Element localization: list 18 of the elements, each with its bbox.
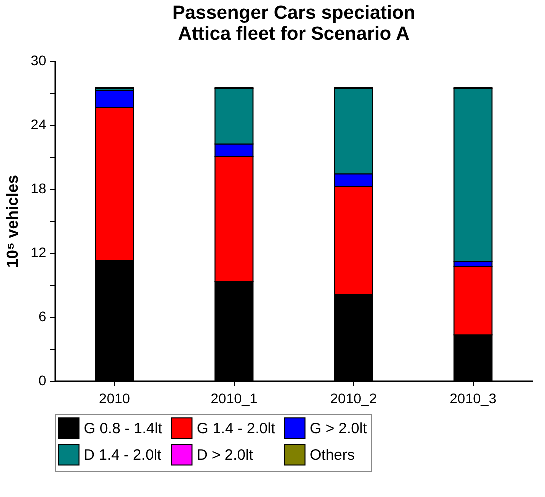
x-tick-label: 2010_1 — [210, 390, 258, 406]
x-tick-label: 2010 — [99, 390, 131, 406]
y-tick-label: 0 — [38, 372, 47, 388]
legend-label: Others — [310, 447, 356, 464]
legend-label: G > 2.0lt — [310, 420, 368, 438]
y-tick-label: 18 — [30, 180, 47, 196]
y-axis-title: 10⁵ vehicles — [4, 174, 22, 268]
legend-label: D > 2.0lt — [197, 447, 254, 464]
y-tick-label: 30 — [30, 52, 47, 68]
y-tick-label: 6 — [38, 308, 47, 324]
legend-label: G 1.4 - 2.0lt — [197, 420, 276, 438]
legend-label: G 0.8 - 1.4lt — [84, 420, 164, 438]
y-tick-label: 24 — [30, 116, 47, 132]
x-tick-label: 2010_2 — [330, 390, 378, 406]
y-tick-label: 12 — [30, 244, 47, 260]
legend-label: D 1.4 - 2.0lt — [84, 447, 162, 464]
x-tick-label: 2010_3 — [450, 390, 497, 406]
chart-title: Passenger Cars speciation Attica fleet for Scenario A — [172, 3, 416, 45]
